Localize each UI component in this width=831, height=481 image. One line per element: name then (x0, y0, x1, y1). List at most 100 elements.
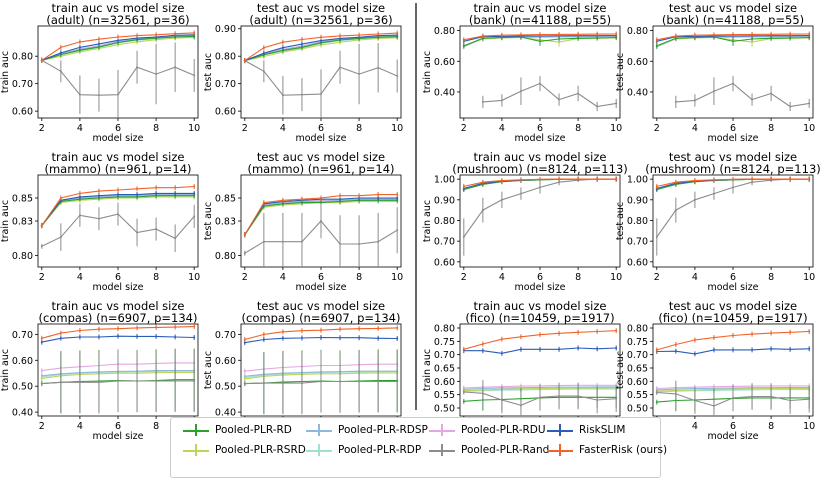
data-point (300, 46, 303, 49)
chart-title: test auc vs model size (257, 299, 385, 313)
y-axis-label: test auc (615, 351, 626, 389)
data-point (693, 34, 696, 37)
data-point (500, 198, 503, 201)
y-tick-label: 0.60 (12, 356, 33, 367)
data-point (655, 38, 658, 41)
data-point (519, 335, 522, 338)
data-point (674, 34, 677, 37)
x-tick-label: 4 (692, 123, 698, 134)
data-point (281, 94, 284, 97)
data-point (97, 190, 100, 193)
data-point (732, 186, 734, 189)
chart-panel-0: train auc vs model size(adult) (n=32561,… (0, 1, 200, 144)
data-point (262, 240, 265, 243)
data-point (358, 34, 361, 37)
x-tick-label: 6 (730, 272, 736, 283)
data-point (136, 187, 139, 190)
data-point (558, 38, 561, 41)
data-point (117, 335, 119, 338)
data-point (339, 336, 342, 339)
data-point (732, 82, 734, 85)
chart-subtitle: (bank) (n=41188, p=55) (662, 13, 804, 27)
chart-title: test auc vs model size (669, 1, 797, 15)
data-point (59, 337, 62, 340)
chart-title: test auc vs model size (669, 150, 797, 164)
data-point (155, 192, 158, 195)
x-axis-label: model size (707, 282, 758, 293)
y-tick-label: 0.40 (627, 87, 648, 98)
y-tick-label: 0.80 (215, 251, 236, 262)
data-point (539, 396, 541, 399)
data-point (262, 52, 265, 55)
legend-item-rsrd: Pooled-PLR-RSRD (183, 444, 306, 456)
data-point (281, 199, 284, 202)
data-point (155, 326, 158, 329)
x-tick-label: 10 (610, 123, 622, 134)
data-point (97, 217, 100, 220)
data-point (281, 330, 284, 333)
series-pooled-plr-rand (40, 349, 196, 414)
data-point (300, 198, 303, 201)
data-point (674, 350, 677, 353)
chart-subtitle: (mushroom) (n=8124, p=113) (645, 162, 821, 176)
legend-swatch-rdu (429, 424, 455, 436)
data-point (539, 82, 541, 85)
data-point (262, 201, 265, 204)
y-axis-label: test auc (203, 202, 214, 240)
x-axis-label: model size (514, 282, 565, 293)
x-tick-label: 4 (692, 272, 698, 283)
x-tick-label: 2 (39, 272, 45, 283)
data-point (539, 178, 541, 181)
data-point (789, 33, 792, 36)
data-point (262, 382, 265, 385)
data-point (117, 327, 119, 330)
x-tick-label: 2 (242, 123, 248, 134)
data-point (732, 334, 734, 337)
series-pooled-plr-rand (40, 202, 196, 253)
y-tick-label: 0.90 (215, 24, 236, 35)
series-pooled-plr-rand (243, 350, 399, 415)
data-point (377, 193, 380, 196)
data-point (155, 73, 158, 76)
y-tick-label: 0.65 (627, 364, 648, 375)
y-tick-label: 0.70 (12, 79, 33, 90)
y-tick-label: 0.85 (215, 194, 236, 205)
data-point (377, 337, 380, 340)
data-point (712, 336, 715, 339)
data-point (358, 380, 361, 383)
data-point (751, 98, 754, 101)
x-tick-label: 4 (499, 123, 505, 134)
data-point (59, 381, 62, 384)
series-fasterrisk-ours- (40, 184, 196, 229)
y-tick-label: 0.80 (434, 324, 455, 335)
data-point (770, 347, 773, 350)
chart-panel-10: train auc vs model size(fico) (n=10459, … (422, 299, 622, 442)
data-point (462, 236, 465, 239)
plot-area (243, 325, 399, 415)
chart-subtitle: (mushroom) (n=8124, p=113) (452, 162, 628, 176)
data-point (481, 100, 484, 103)
chart-panel-5: test auc vs model size(mammo) (n=961, p=… (203, 150, 403, 293)
data-point (462, 348, 465, 351)
y-tick-label: 0.55 (434, 390, 455, 401)
y-tick-label: 0.60 (434, 57, 455, 68)
y-axis-label: test auc (203, 351, 214, 389)
data-point (808, 347, 811, 350)
data-point (155, 228, 158, 231)
chart-title: test auc vs model size (669, 299, 797, 313)
y-axis-label: train auc (0, 349, 11, 391)
x-tick-label: 2 (654, 123, 660, 134)
legend: Pooled-PLR-RD Pooled-PLR-RSRD Pooled-PLR… (170, 417, 667, 478)
data-point (78, 381, 81, 384)
series-fasterrisk-ours- (40, 30, 196, 63)
data-point (300, 38, 303, 41)
data-point (789, 331, 792, 334)
y-tick-label: 0.70 (434, 237, 455, 248)
data-point (732, 33, 734, 36)
data-point (117, 188, 119, 191)
data-point (155, 186, 158, 189)
data-point (693, 99, 696, 102)
data-point (751, 333, 754, 336)
x-tick-label: 2 (39, 123, 45, 134)
data-point (59, 332, 62, 335)
